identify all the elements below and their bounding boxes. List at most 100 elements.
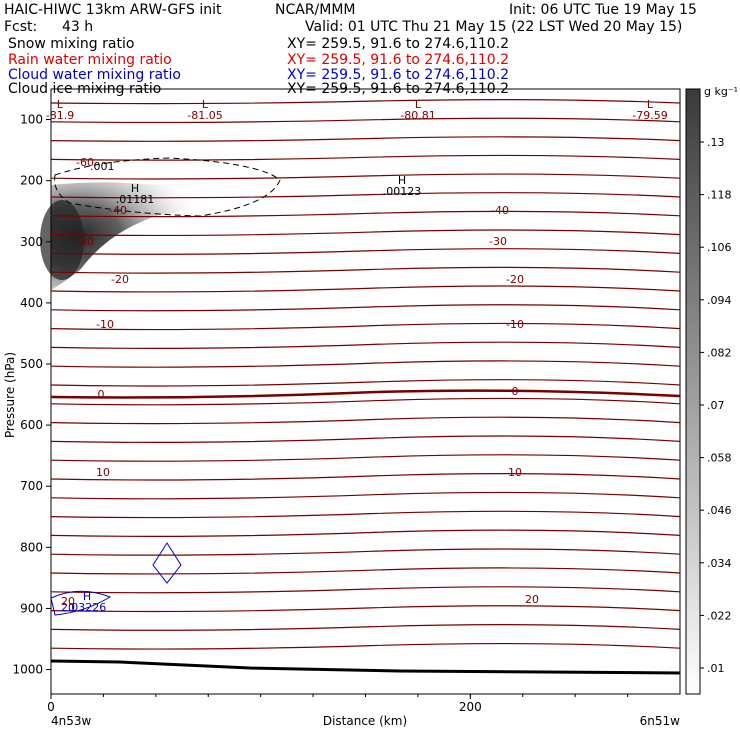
contour-label: 10 <box>508 466 522 479</box>
contour-label: -10 <box>506 318 524 331</box>
fcst-value: 43 h <box>62 19 94 35</box>
contour-line <box>50 136 681 142</box>
contour-label: 20 <box>525 593 539 606</box>
x-tick-label: 200 <box>459 700 482 714</box>
contour-line <box>50 379 681 387</box>
extremum-letter: L <box>202 98 209 111</box>
colorbar-tick-label: .01 <box>707 662 725 675</box>
contour-line <box>50 266 681 274</box>
chart-title: HAIC-HIWC 13km ARW-GFS init <box>4 2 222 18</box>
colorbar-tick-label: .022 <box>707 609 732 622</box>
cloud-ice-dashed-contour <box>54 157 281 217</box>
cloud-water-diamond <box>152 542 182 584</box>
center-label: NCAR/MMM <box>275 2 356 18</box>
extremum-value: .00123 <box>383 185 422 198</box>
colorbar-tick-label: .07 <box>707 399 725 412</box>
contour-line <box>50 624 681 631</box>
contour-line <box>50 154 681 161</box>
y-tick-label: 300 <box>20 235 43 249</box>
field-name-rain: Rain water mixing ratio <box>8 52 172 68</box>
init-time: Init: 06 UTC Tue 19 May 15 <box>509 2 697 18</box>
contour-line <box>50 491 681 500</box>
y-axis-label: Pressure (hPa) <box>3 352 17 438</box>
contour-line <box>50 341 681 349</box>
x-left-endpoint: 4n53w <box>51 714 92 728</box>
colorbar <box>685 88 701 695</box>
contour-line <box>50 510 681 519</box>
contour-line <box>50 473 681 481</box>
extremum-value: -79.59 <box>632 109 667 122</box>
valid-time: Valid: 01 UTC Thu 21 May 15 (22 LST Wed … <box>305 19 683 35</box>
extremum-letter: H <box>398 174 406 187</box>
contour-line <box>50 173 681 180</box>
contour-line <box>50 304 681 312</box>
contour-line <box>50 229 681 237</box>
extremum-value: -81.9 <box>46 109 74 122</box>
x-tick-label: 0 <box>47 700 55 714</box>
extremum-letter: L <box>647 98 654 111</box>
y-axis-ticks: 100 200 300 400 500 600 700 800 900 1000 <box>12 113 51 677</box>
contour-line <box>50 548 681 556</box>
contour-line <box>50 435 681 443</box>
contour-line <box>50 642 681 650</box>
contour-label: -40 <box>109 204 127 217</box>
contour-label: -40 <box>491 204 509 217</box>
colorbar-unit: g kg⁻¹ <box>704 85 738 98</box>
field-xy-cloud-water: XY= 259.5, 91.6 to 274.6,110.2 <box>287 67 510 83</box>
x-right-endpoint: 6n51w <box>640 714 681 728</box>
contour-line <box>50 117 681 124</box>
contour-line <box>50 567 681 575</box>
snow-mixing-shading <box>51 182 205 290</box>
y-tick-label: 1000 <box>12 663 43 677</box>
y-tick-label: 800 <box>20 540 43 554</box>
contour-line <box>50 529 681 537</box>
contour-label: -20 <box>111 273 129 286</box>
contour-line <box>50 285 681 293</box>
contour-label: -30 <box>489 235 507 248</box>
extremum-letter: H <box>83 590 91 603</box>
contour-line <box>50 192 681 199</box>
contour-label: 0 <box>512 385 519 398</box>
y-tick-label: 400 <box>20 296 43 310</box>
contour-label: 0 <box>98 388 105 401</box>
x-axis-ticks: 0 200 <box>47 694 629 714</box>
y-tick-label: 600 <box>20 418 43 432</box>
contour-line <box>50 360 681 368</box>
contour-line <box>50 99 681 105</box>
extremum-letter: L <box>57 98 64 111</box>
colorbar-tick-label: .13 <box>707 136 725 149</box>
extremum-value: .03226 <box>68 601 107 614</box>
contour-line <box>50 416 681 425</box>
contour-line <box>50 248 681 255</box>
colorbar-tick-label: .094 <box>707 294 732 307</box>
colorbar-ticks: .01 .022 .034 .046 .058 .07 .082 .094 .106 .118 .1… <box>700 136 732 675</box>
extremum-letter: L <box>415 98 422 111</box>
extremum-value: .01181 <box>116 193 155 206</box>
cloud-water-label: 20 <box>61 601 75 614</box>
field-name-cloud-water: Cloud water mixing ratio <box>8 67 181 83</box>
contour-label: -60 <box>76 156 94 169</box>
colorbar-tick-label: .106 <box>707 241 732 254</box>
contour-label: 20 <box>61 595 75 608</box>
contour-line <box>50 454 681 462</box>
temperature-contours <box>50 99 681 650</box>
y-tick-label: 700 <box>20 479 43 493</box>
contour-label: -20 <box>506 273 524 286</box>
dashed-contour-label: .001 <box>90 160 115 173</box>
field-xy-snow: XY= 259.5, 91.6 to 274.6,110.2 <box>287 36 510 52</box>
colorbar-tick-label: .082 <box>707 346 732 359</box>
extremum-letter: H <box>131 182 139 195</box>
contour-line <box>50 586 681 594</box>
x-axis-label: Distance (km) <box>323 714 407 728</box>
colorbar-tick-label: .118 <box>707 189 732 202</box>
y-tick-label: 500 <box>20 357 43 371</box>
contour-line <box>50 322 681 331</box>
surface-line <box>50 659 681 675</box>
colorbar-tick-label: .046 <box>707 504 732 517</box>
freezing-level-line <box>50 389 681 399</box>
extremum-value: -80.81 <box>400 109 435 122</box>
y-tick-label: 100 <box>20 113 43 127</box>
contour-label: -10 <box>96 318 114 331</box>
contour-label: -30 <box>76 235 94 248</box>
field-name-snow: Snow mixing ratio <box>8 36 135 52</box>
